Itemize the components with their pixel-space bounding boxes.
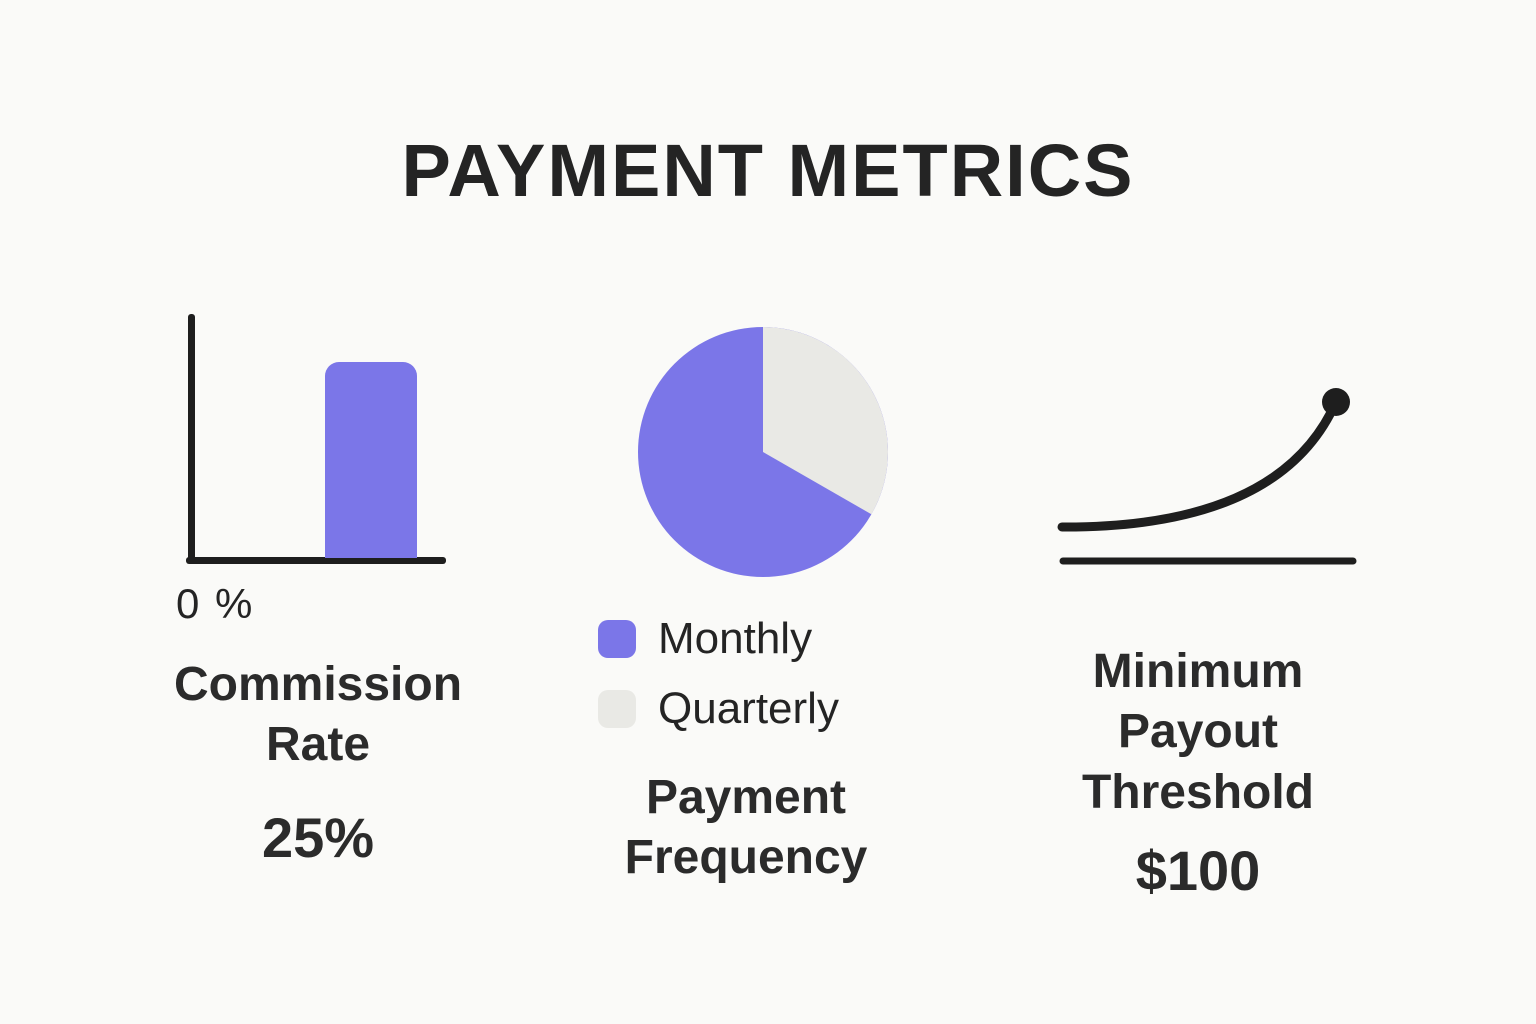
endpoint-dot bbox=[1322, 388, 1350, 416]
legend-item-quarterly: Quarterly bbox=[598, 684, 839, 733]
threshold-label: Minimum Payout Threshold bbox=[1081, 645, 1314, 819]
line-chart bbox=[1057, 388, 1357, 565]
zero-tick-label: 0 % bbox=[176, 580, 255, 627]
commission-bar bbox=[325, 362, 417, 558]
legend-item-monthly: Monthly bbox=[598, 614, 812, 663]
frequency-label: Payment Frequency bbox=[624, 771, 868, 885]
pie-chart bbox=[638, 327, 888, 577]
bar-x-axis bbox=[186, 557, 446, 564]
legend-label-monthly: Monthly bbox=[658, 614, 813, 663]
threshold-value: $100 bbox=[1135, 839, 1261, 902]
page-title: PAYMENT METRICS bbox=[401, 129, 1135, 212]
pie-slice-quarterly bbox=[763, 327, 888, 515]
commission-value: 25% bbox=[261, 806, 375, 869]
bar-y-axis bbox=[188, 314, 195, 564]
legend-swatch-quarterly bbox=[598, 690, 636, 728]
commission-label: Commission Rate bbox=[173, 658, 463, 772]
growth-curve bbox=[1057, 397, 1341, 532]
legend-label-quarterly: Quarterly bbox=[658, 684, 839, 733]
legend-swatch-monthly bbox=[598, 620, 636, 658]
